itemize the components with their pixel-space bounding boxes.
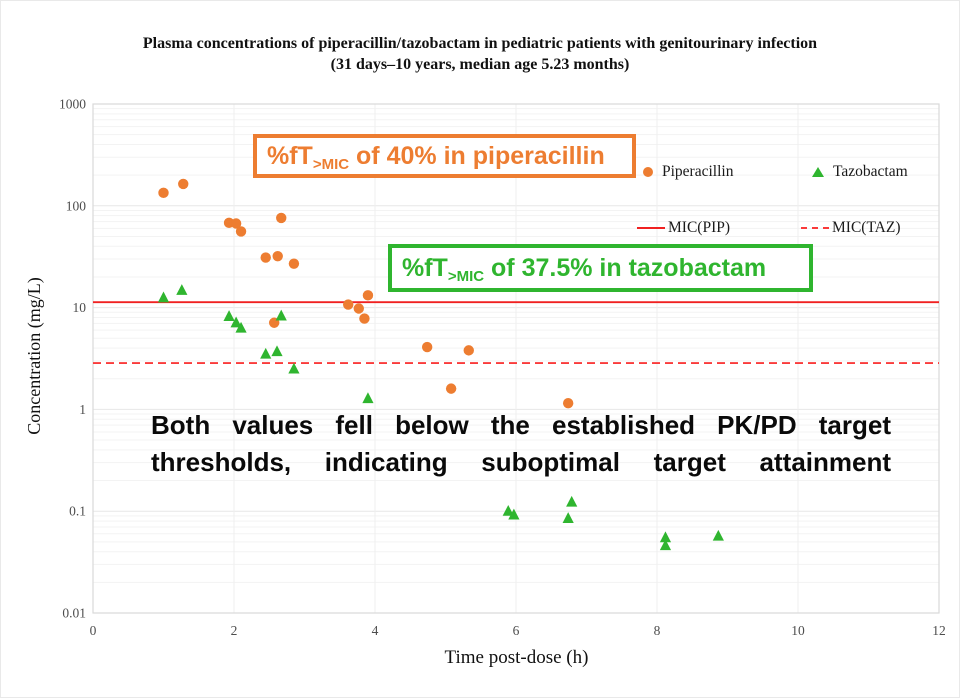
data-point xyxy=(362,392,374,404)
svg-text:0: 0 xyxy=(90,623,97,638)
mic-taz-line-icon xyxy=(801,227,829,229)
legend-item-tazobactam: Tazobactam xyxy=(812,163,908,181)
svg-text:2: 2 xyxy=(231,623,238,638)
data-point xyxy=(463,345,474,356)
data-point xyxy=(276,212,287,224)
svg-text:0.01: 0.01 xyxy=(62,606,86,621)
legend-label-mic-taz: MIC(TAZ) xyxy=(832,219,901,236)
conclusion-line2: thresholds, indicating suboptimal target… xyxy=(151,447,891,477)
tazobactam-marker-icon xyxy=(812,167,824,177)
legend-label-piperacillin: Piperacillin xyxy=(662,163,734,180)
data-point xyxy=(178,178,189,190)
tazobactam-points xyxy=(157,284,724,551)
svg-text:8: 8 xyxy=(654,623,661,638)
tazobactam-target-callout: %fT>MIC of 37.5% in tazobactam xyxy=(388,244,813,292)
data-point xyxy=(275,309,287,321)
data-point xyxy=(712,529,724,541)
legend-label-mic-pip: MIC(PIP) xyxy=(668,219,731,236)
data-point xyxy=(566,495,578,507)
piperacillin-points xyxy=(158,178,574,409)
data-point xyxy=(508,508,520,520)
data-point xyxy=(353,303,364,314)
data-point xyxy=(157,291,170,303)
data-point xyxy=(272,250,283,262)
svg-text:0.1: 0.1 xyxy=(69,504,86,519)
x-axis-title: Time post-dose (h) xyxy=(444,647,589,668)
plot-border xyxy=(92,103,940,614)
data-point xyxy=(260,252,271,263)
chart-title-line1: Plasma concentrations of piperacillin/ta… xyxy=(142,35,818,52)
conclusion-statement: Both values fell below the established P… xyxy=(151,407,891,481)
data-point xyxy=(659,531,672,543)
data-point xyxy=(359,313,370,324)
data-point xyxy=(562,512,574,523)
legend-item-mic-taz: MIC(TAZ) xyxy=(801,219,901,237)
data-point xyxy=(158,187,169,199)
axis-tick-labels: 0 2 4 6 8 10 12 1000 100 10 1 0.1 0.01 xyxy=(59,97,946,639)
svg-text:10: 10 xyxy=(73,300,87,315)
data-point xyxy=(235,226,247,237)
legend-item-mic-pip: MIC(PIP) xyxy=(637,219,730,237)
piperacillin-marker-icon xyxy=(643,167,653,177)
data-point xyxy=(271,345,283,357)
data-point xyxy=(176,284,188,295)
data-point xyxy=(362,290,374,301)
svg-text:12: 12 xyxy=(932,623,946,638)
svg-text:6: 6 xyxy=(513,623,520,638)
svg-text:1: 1 xyxy=(79,402,86,417)
data-point xyxy=(421,341,433,353)
data-point xyxy=(288,362,300,374)
data-point xyxy=(235,321,247,333)
legend-item-piperacillin: Piperacillin xyxy=(643,163,733,181)
pip-callout-text: %fT>MIC of 40% in piperacillin xyxy=(267,141,605,173)
svg-text:100: 100 xyxy=(66,198,87,213)
data-point xyxy=(230,218,242,229)
data-point xyxy=(260,347,272,359)
data-point xyxy=(562,398,574,409)
legend-label-tazobactam: Tazobactam xyxy=(833,163,908,180)
conclusion-line1: Both values fell below the established P… xyxy=(151,410,891,440)
data-point xyxy=(659,539,672,551)
taz-callout-text: %fT>MIC of 37.5% in tazobactam xyxy=(402,253,767,285)
chart-title-line2: (31 days–10 years, median age 5.23 month… xyxy=(330,56,630,73)
piperacillin-target-callout: %fT>MIC of 40% in piperacillin xyxy=(253,134,636,178)
chart-title: Plasma concentrations of piperacillin/ta… xyxy=(0,33,960,75)
data-point xyxy=(445,383,457,394)
svg-text:10: 10 xyxy=(791,623,805,638)
mic-pip-line-icon xyxy=(637,227,665,229)
svg-text:4: 4 xyxy=(372,623,379,638)
data-point xyxy=(223,310,235,321)
data-point xyxy=(230,316,242,328)
svg-text:1000: 1000 xyxy=(59,97,86,112)
data-point xyxy=(288,258,300,269)
data-point xyxy=(343,299,354,310)
data-point xyxy=(502,505,514,516)
